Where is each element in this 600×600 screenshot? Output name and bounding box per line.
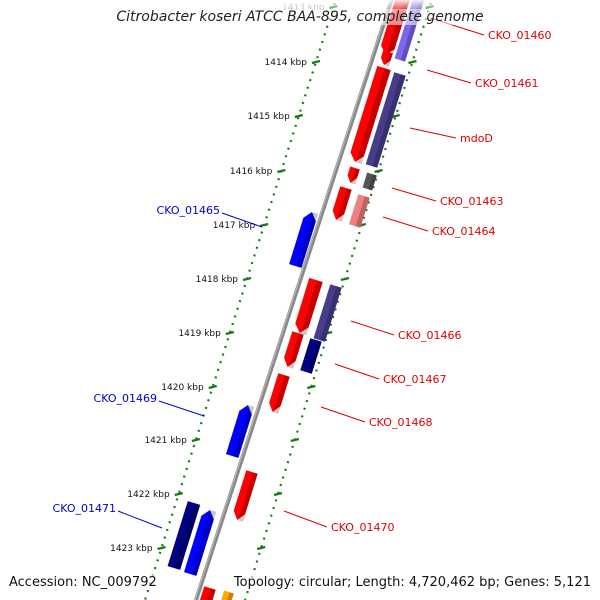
topology-text: Topology: circular; Length: 4,720,462 bp… (233, 575, 591, 590)
cog-CKO_01466 (313, 284, 342, 342)
tick-mark-outer (307, 384, 316, 390)
cog-CKO_01461-shade (372, 74, 406, 168)
leader-mdoD (409, 127, 457, 139)
cds-CKO_01466 (295, 277, 323, 333)
tick-mark-inner (294, 113, 304, 119)
tick-mark-inner (191, 437, 201, 443)
cog-bottom-1 (221, 590, 234, 600)
cog-CKO_01467 (300, 338, 322, 374)
cog-CKO_01464 (349, 194, 370, 228)
cds-CKO_01463-shade (336, 188, 352, 222)
leader-CKO_01468 (320, 406, 366, 423)
tick-mark-inner (277, 168, 286, 174)
leader-CKO_01463 (391, 187, 437, 202)
cds-bottom-1 (199, 586, 216, 600)
cds-CKO_01467-shade (288, 333, 304, 369)
gene-label-CKO_01460: CKO_01460 (488, 29, 551, 42)
cog-bottom-1-shade (227, 592, 234, 600)
tick-mark-inner (311, 59, 321, 65)
gene-label-mdoD: mdoD (460, 132, 493, 145)
map-title: Citrobacter koseri ATCC BAA-895, complet… (0, 9, 600, 25)
cog-CKO_01471 (167, 501, 201, 570)
gene-labels: CKO_01460 CKO_01461 mdoD CKO_01463 CKO_01464… (53, 29, 552, 534)
tick-label: 1414 kbp (265, 58, 308, 68)
tick-mark-outer (256, 545, 266, 551)
tick-mark-outer (374, 168, 383, 174)
cds-mdoD-shade (351, 168, 360, 185)
genome-backbone (194, 0, 394, 600)
leader-CKO_01466 (350, 320, 395, 336)
gene-features (167, 0, 425, 600)
leader-CKO_01464 (382, 216, 429, 232)
tick-label: 1415 kbp (247, 112, 290, 122)
gene-label-CKO_01464: CKO_01464 (432, 225, 495, 238)
accession-text: Accession: NC_009792 (9, 575, 157, 590)
gene-label-CKO_01461: CKO_01461 (475, 77, 538, 90)
gene-label-CKO_01471: CKO_01471 (53, 502, 116, 515)
tick-label: 1423 kbp (110, 544, 153, 554)
cds-CKO_01469 (226, 405, 252, 458)
cds-CKO_01463 (332, 186, 352, 220)
gene-label-CKO_01469: CKO_01469 (94, 392, 157, 405)
tick-mark-inner (157, 545, 166, 551)
cds-CKO_01471 (184, 510, 214, 576)
cds-small-1 (380, 50, 393, 65)
cog-CKO_01467-shade (306, 340, 322, 374)
tick-mark-outer (340, 276, 350, 282)
cds-CKO_01468 (269, 373, 290, 412)
cog-CKO_01471-shade (174, 503, 201, 570)
tick-label: 1421 kbp (144, 436, 187, 446)
cds-CKO_01467 (284, 331, 304, 367)
leader-CKO_01471 (117, 510, 163, 529)
cds-CKO_01465 (289, 212, 316, 268)
tick-label: 1419 kbp (178, 329, 221, 339)
leader-CKO_01467 (334, 363, 380, 380)
outer-tick-ring (243, 0, 433, 600)
genome-backbone-highlight (194, 0, 392, 600)
tick-mark-inner (208, 384, 217, 390)
cds-CKO_01466-shade (300, 280, 323, 336)
cds-small-1-shade (384, 52, 393, 67)
cog-CKO_01464-shade (355, 196, 370, 228)
cds-CKO_01465-shade (296, 212, 319, 268)
tick-mark-inner (259, 222, 269, 228)
gene-label-CKO_01470: CKO_01470 (331, 521, 394, 534)
cds-CKO_01469-shade (233, 405, 255, 458)
tick-label: 1417 kbp (213, 221, 256, 231)
tick-label: 1416 kbp (230, 167, 273, 177)
tick-label: 1420 kbp (161, 383, 204, 393)
leader-CKO_01461 (426, 69, 472, 84)
tick-label: 1422 kbp (127, 490, 170, 500)
tick-mark-inner (225, 330, 235, 336)
cog-CKO_01461 (365, 72, 406, 168)
tick-mark-outer (290, 437, 300, 443)
tick-label: 1418 kbp (196, 275, 239, 285)
cds-bottom-1-shade (207, 588, 216, 600)
gene-label-CKO_01467: CKO_01467 (383, 373, 446, 386)
gene-label-CKO_01463: CKO_01463 (440, 195, 503, 208)
tick-mark-outer (273, 491, 283, 497)
tick-mark-inner (242, 276, 252, 282)
cds-CKO_01471-shade (191, 510, 217, 576)
cog-mdoD-shade (368, 174, 377, 191)
leader-CKO_01469 (158, 400, 205, 417)
tick-mark-inner (174, 491, 183, 497)
leader-CKO_01470 (283, 510, 328, 528)
gene-label-CKO_01466: CKO_01466 (398, 329, 461, 342)
gene-label-CKO_01468: CKO_01468 (369, 416, 432, 429)
cog-mdoD (362, 172, 377, 191)
cds-CKO_01461 (350, 65, 391, 162)
gene-label-CKO_01465: CKO_01465 (157, 204, 220, 217)
leader-CKO_01465 (221, 212, 263, 228)
cds-CKO_01470-shade (238, 472, 258, 522)
tick-mark-outer (408, 59, 417, 65)
cds-CKO_01468-shade (273, 375, 290, 414)
cds-CKO_01461-shade (355, 68, 391, 165)
cds-mdoD (347, 166, 360, 183)
cog-CKO_01466-shade (320, 286, 342, 342)
cds-CKO_01470 (233, 470, 258, 520)
